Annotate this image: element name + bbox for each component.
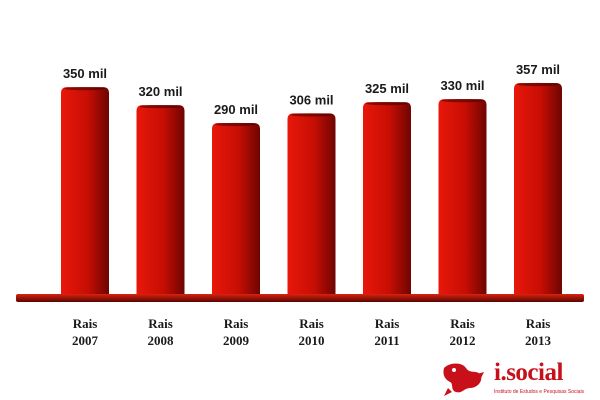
- bar-2012: [438, 99, 487, 296]
- category-label: Rais: [375, 316, 400, 331]
- category-label: Rais: [148, 316, 173, 331]
- isocial-logo: [443, 363, 484, 396]
- bar-2013: [514, 83, 562, 296]
- bar-top-edge: [64, 87, 106, 91]
- bar-2009: [212, 122, 260, 296]
- category-label: Rais: [299, 316, 324, 331]
- category-year: 2013: [525, 333, 552, 348]
- bar-2008: [136, 105, 185, 297]
- bar-top-edge: [215, 122, 257, 127]
- bar-top-edge: [290, 113, 333, 117]
- logo-tagline: Instituto de Estudos e Pesquisas Sociais: [494, 389, 585, 395]
- category-label: Rais: [450, 316, 475, 331]
- data-label: 330 mil: [440, 78, 484, 93]
- data-label: 357 mil: [516, 62, 560, 77]
- data-label: 350 mil: [63, 66, 107, 81]
- data-label: 320 mil: [138, 84, 182, 99]
- category-year: 2007: [72, 333, 99, 348]
- category-year: 2009: [223, 333, 250, 348]
- data-label: 290 mil: [214, 102, 258, 117]
- bar-top-edge: [139, 104, 182, 109]
- bar-2007: [61, 87, 109, 296]
- bar-top-edge: [366, 101, 408, 106]
- category-year: 2010: [299, 333, 325, 348]
- data-label: 325 mil: [365, 81, 409, 96]
- category-label: Rais: [224, 316, 249, 331]
- dragon-logo-icon: [443, 363, 484, 396]
- chart-baseline: [16, 294, 584, 302]
- bar-top-edge: [517, 82, 559, 87]
- category-label: Rais: [73, 316, 98, 331]
- category-year: 2008: [148, 333, 175, 348]
- bar-top-edge: [441, 99, 484, 103]
- bar-2011: [363, 102, 411, 296]
- category-label: Rais: [526, 316, 551, 331]
- bar-2010: [287, 113, 336, 296]
- category-year: 2011: [374, 333, 399, 348]
- data-label: 306 mil: [289, 92, 333, 107]
- category-year: 2012: [450, 333, 476, 348]
- logo-name: i.social: [494, 359, 563, 386]
